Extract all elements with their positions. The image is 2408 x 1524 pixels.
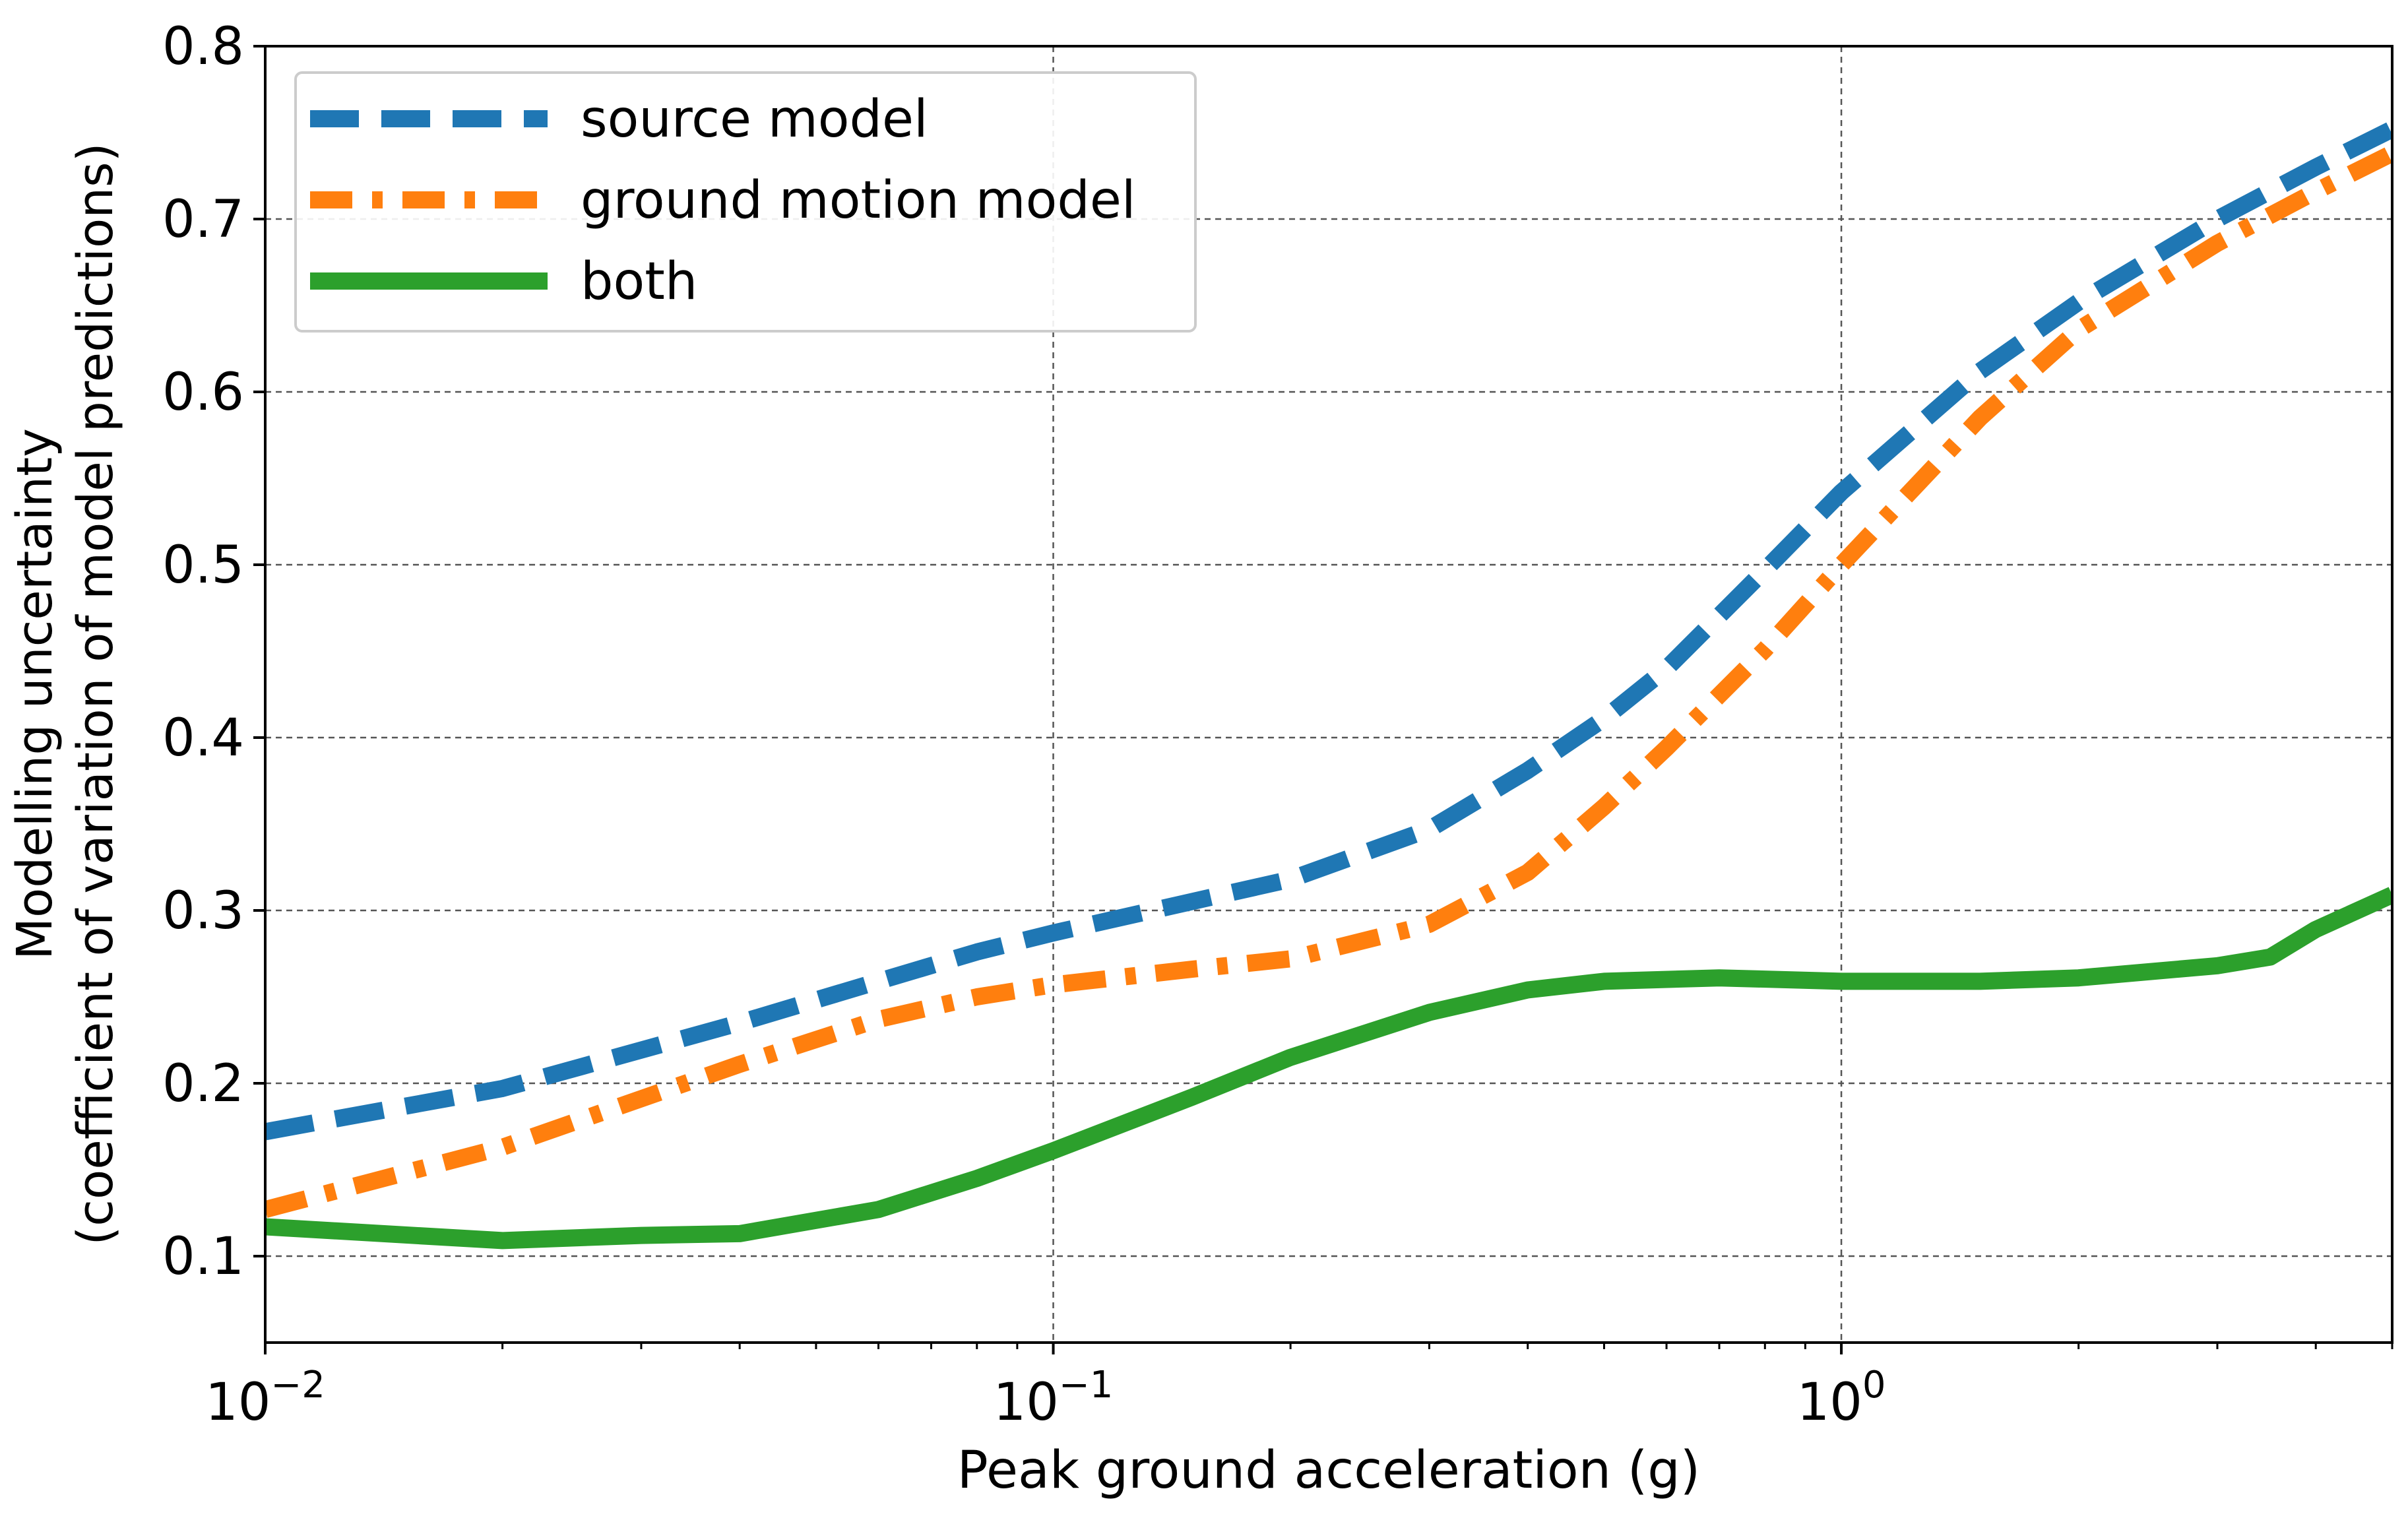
y-tick-label: 0.6 <box>162 363 244 422</box>
legend-box <box>294 71 1197 333</box>
y-tick-label: 0.3 <box>162 881 244 941</box>
legend-label-1: source model <box>581 90 928 149</box>
legend-label-3: both <box>581 252 697 311</box>
y-axis-label-line2: (coefficient of variation of model predi… <box>67 143 124 1245</box>
x-tick-label: 10−2 <box>205 1364 325 1432</box>
y-tick-label: 0.5 <box>162 536 244 595</box>
x-tick-label: 100 <box>1797 1364 1886 1432</box>
series-line-1 <box>265 121 2392 1141</box>
y-tick-label: 0.4 <box>162 709 244 768</box>
legend: source model ground motion model both <box>294 71 1197 333</box>
axis-ticks: 10−2 10−1 100 0.1 0.2 0.3 0.4 0.5 0.6 0.7 0.8 <box>162 17 2393 1432</box>
x-tick-label: 10−1 <box>994 1364 1114 1432</box>
series-line-3 <box>265 887 2392 1250</box>
x-axis-label: Peak ground acceleration (g) <box>957 1441 1700 1500</box>
plot-frame <box>264 45 2393 1344</box>
y-axis-label-line1: Modelling uncertainty <box>7 428 63 960</box>
y-tick-label: 0.1 <box>162 1227 244 1286</box>
series-group <box>265 121 2392 1250</box>
y-tick-label: 0.7 <box>162 190 244 249</box>
legend-label-2: ground motion model <box>581 171 1136 230</box>
series-line-2 <box>265 145 2392 1218</box>
y-tick-label: 0.8 <box>162 17 244 77</box>
y-tick-label: 0.2 <box>162 1054 244 1114</box>
